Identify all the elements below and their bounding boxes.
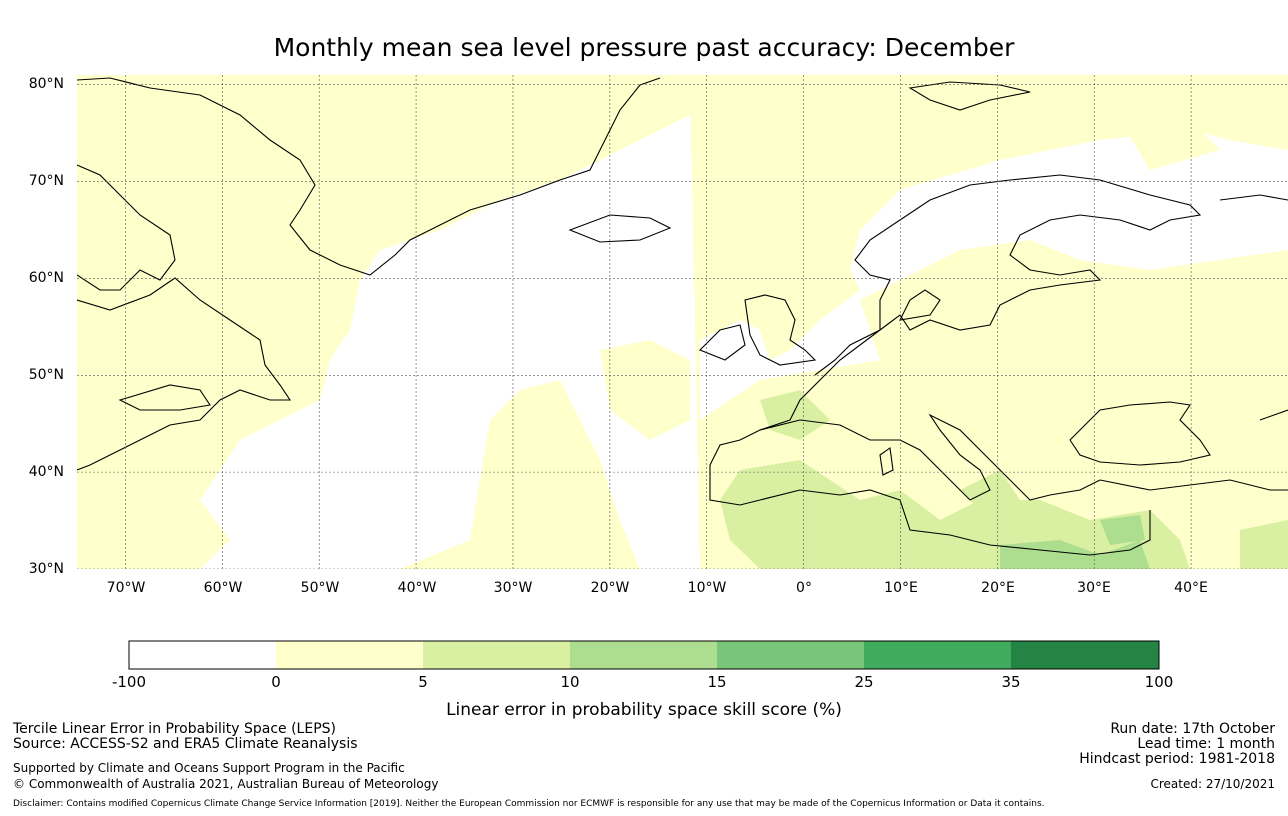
lon-label-60w: 60°W bbox=[203, 580, 243, 596]
colorbar-label: Linear error in probability space skill … bbox=[446, 700, 842, 720]
colorbar-tick: 25 bbox=[854, 673, 874, 691]
graticule bbox=[77, 75, 1288, 569]
colorbar-tick: -100 bbox=[111, 673, 147, 691]
coastlines bbox=[77, 77, 1288, 556]
lon-label-0: 0° bbox=[796, 580, 812, 596]
lead-time: Lead time: 1 month bbox=[1137, 736, 1275, 752]
hindcast-period: Hindcast period: 1981-2018 bbox=[1079, 751, 1275, 767]
lon-label-40w: 40°W bbox=[397, 580, 437, 596]
created-date: Created: 27/10/2021 bbox=[1150, 777, 1275, 791]
lon-label-30w: 30°W bbox=[493, 580, 533, 596]
lat-label-80n: 80°N bbox=[28, 76, 64, 92]
colorbar-tick: 10 bbox=[560, 673, 580, 691]
colorbar-tick: 5 bbox=[418, 673, 428, 691]
skill-fill-0-5 bbox=[77, 75, 1288, 569]
colorbar-bin-4 bbox=[570, 641, 717, 669]
leps-label: Tercile Linear Error in Probability Spac… bbox=[13, 721, 336, 737]
lon-label-70w: 70°W bbox=[106, 580, 146, 596]
colorbar-tick: 0 bbox=[271, 673, 281, 691]
support-label: Supported by Climate and Oceans Support … bbox=[13, 761, 405, 775]
colorbar-bin-1 bbox=[129, 641, 276, 669]
lon-label-40e: 40°E bbox=[1174, 580, 1208, 596]
source-label: Source: ACCESS-S2 and ERA5 Climate Reana… bbox=[13, 736, 358, 752]
lat-label-50n: 50°N bbox=[28, 367, 64, 383]
lat-label-40n: 40°N bbox=[28, 464, 64, 480]
skill-fill-5-10 bbox=[720, 390, 1288, 569]
map-title: Monthly mean sea level pressure past acc… bbox=[273, 33, 1015, 62]
skill-fill-10-15 bbox=[1000, 515, 1150, 569]
lon-label-30e: 30°E bbox=[1077, 580, 1111, 596]
copyright-label: © Commonwealth of Australia 2021, Austra… bbox=[13, 777, 439, 791]
colorbar-tick: 100 bbox=[1144, 673, 1174, 691]
lon-label-10w: 10°W bbox=[687, 580, 727, 596]
colorbar-bin-7 bbox=[1011, 641, 1159, 669]
colorbar-tick: 15 bbox=[707, 673, 727, 691]
lat-label-70n: 70°N bbox=[28, 173, 64, 189]
colorbar-bin-2 bbox=[276, 641, 423, 669]
lon-label-50w: 50°W bbox=[300, 580, 340, 596]
lon-label-20w: 20°W bbox=[590, 580, 630, 596]
colorbar-bin-5 bbox=[717, 641, 864, 669]
lon-label-20e: 20°E bbox=[981, 580, 1015, 596]
disclaimer: Disclaimer: Contains modified Copernicus… bbox=[13, 799, 1045, 809]
lat-label-30n: 30°N bbox=[28, 561, 64, 577]
lon-label-10e: 10°E bbox=[884, 580, 918, 596]
run-date: Run date: 17th October bbox=[1110, 721, 1275, 737]
lat-label-60n: 60°N bbox=[28, 270, 64, 286]
colorbar-bin-6 bbox=[864, 641, 1011, 669]
colorbar-tick: 35 bbox=[1001, 673, 1021, 691]
colorbar-bin-3 bbox=[423, 641, 570, 669]
